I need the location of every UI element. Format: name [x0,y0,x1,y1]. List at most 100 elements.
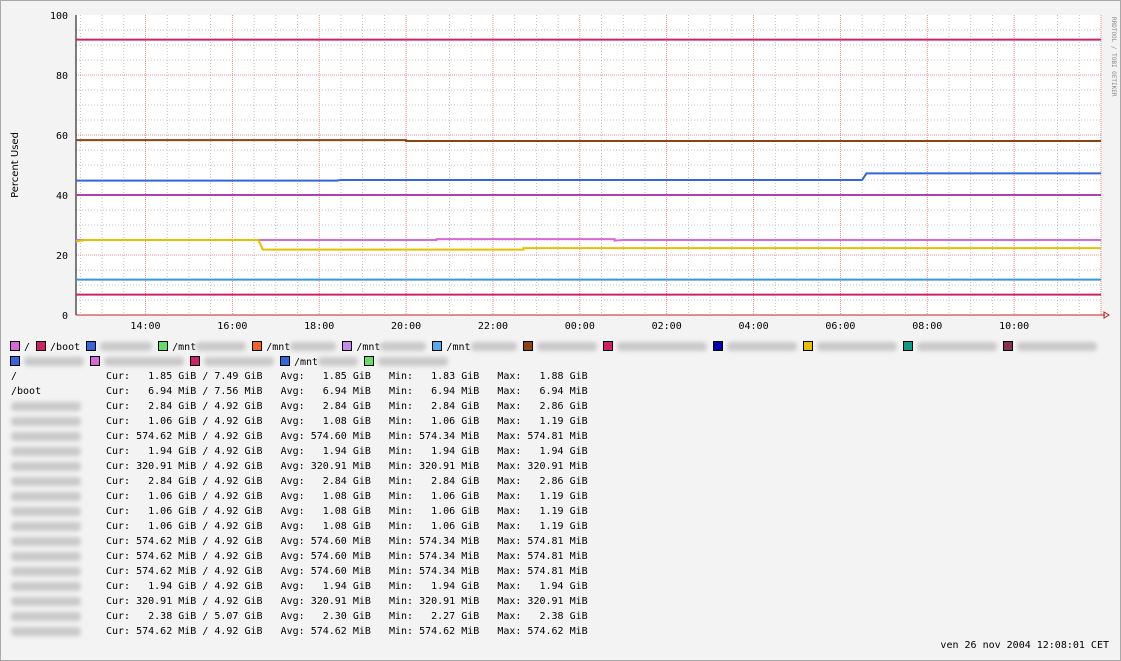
stats-row: / Cur: 1.85 GiB / 7.49 GiB Avg: 1.85 GiB … [11,369,588,384]
redacted-label [1016,342,1097,351]
legend-item [602,340,707,355]
legend-item [86,340,153,355]
legend-item [902,340,997,355]
redacted-label [11,567,81,576]
x-tick-label: 22:00 [478,321,508,332]
legend-label: / [24,342,31,353]
stats-row-values: Cur: 2.38 GiB / 5.07 GiB Avg: 2.30 GiB M… [106,611,588,622]
stats-row-name: /boot [11,386,42,397]
series-line-2 [76,172,1101,182]
legend-swatch [190,356,200,366]
stats-row-values: Cur: 574.62 MiB / 4.92 GiB Avg: 574.62 M… [106,626,588,637]
redacted-label [11,432,81,441]
legend-swatch [10,356,20,366]
x-tick-label: 20:00 [391,321,421,332]
legend-item: /mnt [158,340,247,355]
legend-swatch [712,341,723,351]
stats-row-values: Cur: 1.06 GiB / 4.92 GiB Avg: 1.08 GiB M… [106,491,588,502]
legend-label: /mnt [172,342,197,353]
stats-row-values: Cur: 320.91 MiB / 4.92 GiB Avg: 320.91 M… [106,461,588,472]
legend-swatch [342,341,353,351]
stats-row: Cur: 1.06 GiB / 4.92 GiB Avg: 1.08 GiB M… [11,489,588,504]
stats-row-values: Cur: 574.62 MiB / 4.92 GiB Avg: 574.60 M… [106,431,588,442]
stats-row-name [11,489,106,505]
redacted-label [380,342,427,351]
stats-row: Cur: 574.62 MiB / 4.92 GiB Avg: 574.60 M… [11,534,588,549]
legend-swatch [602,341,613,351]
legend: / /boot/mnt/mnt/mnt/mnt/mnt [10,340,1110,370]
x-tick-label: 02:00 [652,321,682,332]
redacted-label [11,627,81,636]
stats-row-values: Cur: 1.94 GiB / 4.92 GiB Avg: 1.94 GiB M… [106,581,588,592]
stats-row-name [11,534,106,550]
legend-label: /boot [50,342,81,353]
redacted-label [11,537,81,546]
stats-row: Cur: 2.84 GiB / 4.92 GiB Avg: 2.84 GiB M… [11,399,588,414]
stats-row-values: Cur: 320.91 MiB / 4.92 GiB Avg: 320.91 M… [106,596,588,607]
stats-row: Cur: 2.38 GiB / 5.07 GiB Avg: 2.30 GiB M… [11,609,588,624]
y-tick-label: 100 [50,11,68,22]
legend-swatch [364,356,375,366]
legend-swatch [36,341,47,351]
stats-row-name [11,594,106,610]
stats-row: Cur: 1.06 GiB / 4.92 GiB Avg: 1.08 GiB M… [11,504,588,519]
legend-swatch [1002,341,1013,351]
redacted-label [290,342,337,351]
stats-row-name [11,429,106,445]
legend-item [712,340,797,355]
stats-row-values: Cur: 574.62 MiB / 4.92 GiB Avg: 574.60 M… [106,566,588,577]
redacted-label [11,522,81,531]
x-tick-label: 10:00 [999,321,1029,332]
x-tick-label: 06:00 [825,321,855,332]
stats-row: Cur: 2.84 GiB / 4.92 GiB Avg: 2.84 GiB M… [11,474,588,489]
stats-row-values: Cur: 574.62 MiB / 4.92 GiB Avg: 574.60 M… [106,551,588,562]
legend-item [10,355,84,370]
disk-usage-chart: 0 20 40 60 80 100 14:00 16:00 18:00 20:00 22:00 00:… [10,11,1117,332]
stats-row-values: Cur: 1.06 GiB / 4.92 GiB Avg: 1.08 GiB M… [106,416,588,427]
redacted-label [24,357,84,366]
y-tick-label: 40 [56,191,68,202]
legend-item: /boot [36,340,80,355]
legend-swatch [432,341,443,351]
legend-swatch [10,341,20,351]
legend-item [522,340,597,355]
stats-row: Cur: 320.91 MiB / 4.92 GiB Avg: 320.91 M… [11,594,588,609]
redacted-label [318,357,359,366]
redacted-label [11,612,81,621]
stats-row-values: Cur: 1.06 GiB / 4.92 GiB Avg: 1.08 GiB M… [106,521,588,532]
y-axis-title: Percent Used [10,132,21,198]
legend-swatch [252,341,263,351]
legend-item: /mnt [432,340,517,355]
legend-item [364,355,449,370]
stats-row-name [11,504,106,520]
redacted-label [11,477,81,486]
legend-label: /mnt [266,342,291,353]
x-tick-label: 04:00 [738,321,768,332]
legend-item [190,355,274,370]
redacted-label [536,342,597,351]
redacted-label [11,552,81,561]
stats-row: Cur: 1.94 GiB / 4.92 GiB Avg: 1.94 GiB M… [11,579,588,594]
series-line-3 [76,139,1101,142]
redacted-label [378,357,449,366]
timestamp: ven 26 nov 2004 12:08:01 CET [940,640,1109,651]
x-tick-label: 08:00 [912,321,942,332]
stats-row-name [11,399,106,415]
stats-row: Cur: 320.91 MiB / 4.92 GiB Avg: 320.91 M… [11,459,588,474]
legend-item: /mnt [280,355,359,370]
legend-swatch [902,341,913,351]
rrdtool-watermark: RRDTOOL / TOBI OETIKER [1110,17,1117,97]
redacted-label [726,342,797,351]
stats-row: Cur: 1.06 GiB / 4.92 GiB Avg: 1.08 GiB M… [11,519,588,534]
stats-row-name [11,564,106,580]
legend-label: /mnt [356,342,381,353]
redacted-label [100,342,153,351]
redacted-label [11,447,81,456]
redacted-label [11,417,81,426]
x-tick-label: 18:00 [304,321,334,332]
x-tick-label: 16:00 [217,321,247,332]
stats-row: Cur: 1.94 GiB / 4.92 GiB Avg: 1.94 GiB M… [11,444,588,459]
stats-row-name [11,519,106,535]
stats-table: / Cur: 1.85 GiB / 7.49 GiB Avg: 1.85 GiB … [11,369,588,639]
stats-row-name [11,444,106,460]
